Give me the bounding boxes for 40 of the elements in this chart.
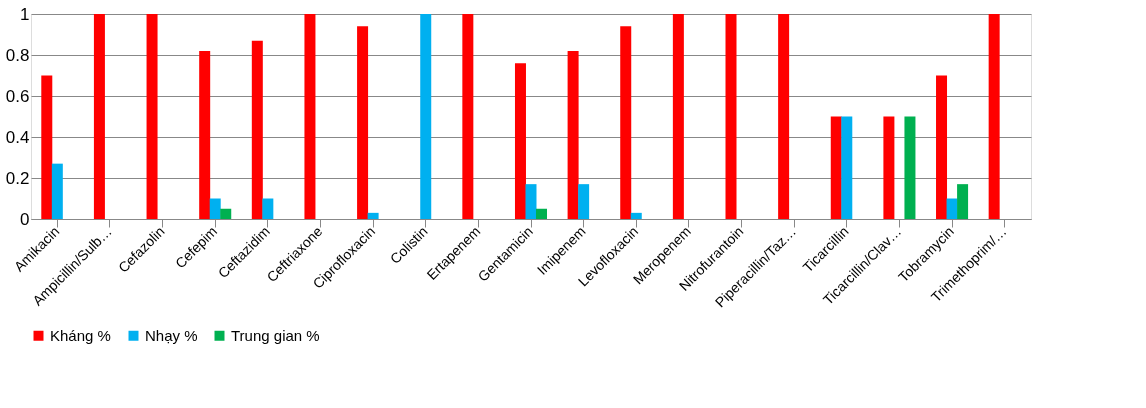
y-tick-label: 0.8 [5, 45, 30, 65]
bar [904, 116, 916, 219]
bar [883, 116, 895, 219]
bar [672, 14, 684, 219]
bar [536, 208, 548, 219]
bar [251, 40, 263, 219]
y-tick-label: 0 [20, 209, 30, 229]
bar [725, 14, 737, 219]
bar [525, 184, 537, 219]
bar [262, 198, 274, 219]
legend-label: Kháng % [50, 326, 111, 344]
y-tick-label: 0.4 [5, 127, 30, 147]
bar [51, 163, 63, 219]
bar [146, 14, 158, 219]
bar [367, 212, 379, 219]
bar [620, 26, 632, 219]
bar [420, 14, 432, 219]
bar [93, 14, 105, 219]
bar [957, 184, 969, 219]
y-tick-label: 1 [20, 4, 30, 24]
bar [199, 50, 211, 219]
y-tick-label: 0.2 [5, 168, 30, 188]
bar [578, 184, 590, 219]
bar [630, 212, 642, 219]
legend-label: Nhạy % [145, 326, 198, 344]
bar [304, 14, 316, 219]
bar [41, 75, 53, 219]
bar [778, 14, 790, 219]
bar [988, 14, 1000, 219]
bar [567, 50, 579, 219]
y-tick-label: 0.6 [5, 86, 30, 106]
bar [514, 63, 526, 219]
bar [830, 116, 842, 219]
bar [209, 198, 221, 219]
bar [936, 75, 948, 219]
bar [462, 14, 474, 219]
legend-label: Trung gian % [231, 326, 320, 344]
bar [357, 26, 369, 219]
bar [220, 208, 232, 219]
bar [841, 116, 853, 219]
